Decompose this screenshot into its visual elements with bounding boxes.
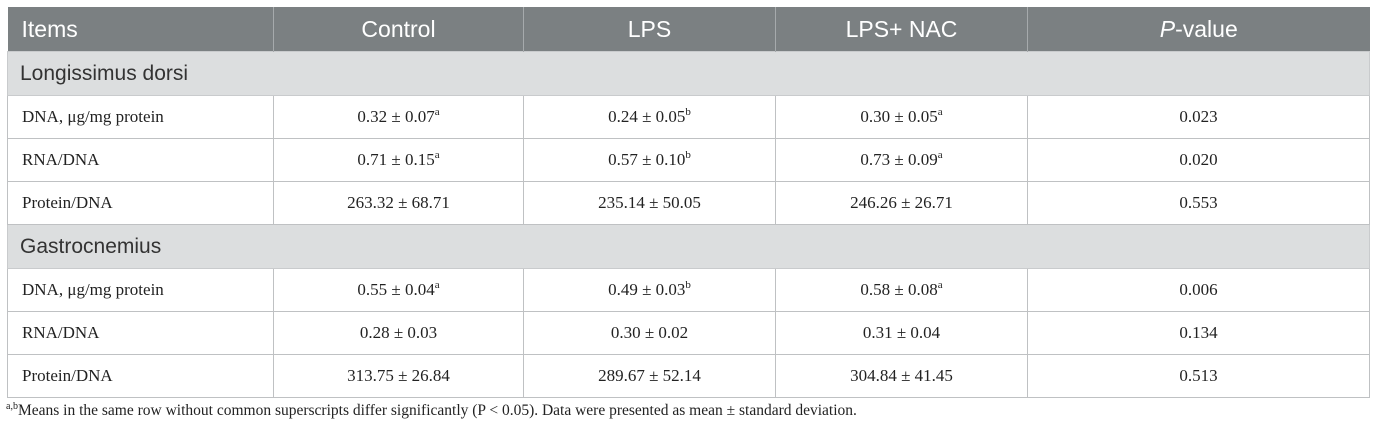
lps-cell: 0.57 ± 0.10b [523,138,776,182]
p-value-cell: 0.023 [1027,95,1370,139]
header-control: Control [273,7,524,52]
header-p-suffix: value [1182,15,1238,42]
control-cell: 313.75 ± 26.84 [273,354,524,398]
lps-nac-cell: 0.58 ± 0.08a [775,268,1028,312]
row-item: RNA/DNA [7,138,274,182]
lps-nac-cell: 0.30 ± 0.05a [775,95,1028,139]
table-row: DNA, μg/mg protein 0.55 ± 0.04a 0.49 ± 0… [7,268,1370,312]
footnote-text: Means in the same row without common sup… [17,402,857,419]
results-table: Items Control LPS LPS+ NAC P-value Longi… [7,7,1370,398]
row-item: DNA, μg/mg protein [7,268,274,312]
header-p-dash: - [1175,15,1183,42]
control-cell: 263.32 ± 68.71 [273,181,524,225]
table-row: RNA/DNA 0.28 ± 0.03 0.30 ± 0.02 0.31 ± 0… [7,311,1370,355]
lps-cell: 289.67 ± 52.14 [523,354,776,398]
section-title: Gastrocnemius [7,224,1370,269]
header-lps-nac: LPS+ NAC [775,7,1028,52]
lps-cell: 235.14 ± 50.05 [523,181,776,225]
lps-cell: 0.30 ± 0.02 [523,311,776,355]
row-item: DNA, μg/mg protein [7,95,274,139]
table-header-row: Items Control LPS LPS+ NAC P-value [7,7,1370,52]
control-cell: 0.28 ± 0.03 [273,311,524,355]
lps-nac-cell: 304.84 ± 41.45 [775,354,1028,398]
table-row: DNA, μg/mg protein 0.32 ± 0.07a 0.24 ± 0… [7,95,1370,139]
table-footnote: a,bMeans in the same row without common … [6,402,857,420]
header-lps: LPS [523,7,776,52]
section-row: Gastrocnemius [7,224,1370,269]
header-p-italic: P [1159,15,1176,42]
row-item: RNA/DNA [7,311,274,355]
header-items: Items [7,7,274,52]
p-value-cell: 0.134 [1027,311,1370,355]
lps-nac-cell: 0.73 ± 0.09a [775,138,1028,182]
table-row: RNA/DNA 0.71 ± 0.15a 0.57 ± 0.10b 0.73 ±… [7,138,1370,182]
p-value-cell: 0.553 [1027,181,1370,225]
row-item: Protein/DNA [7,354,274,398]
control-cell: 0.55 ± 0.04a [273,268,524,312]
lps-nac-cell: 246.26 ± 26.71 [775,181,1028,225]
results-table-container: Items Control LPS LPS+ NAC P-value Longi… [7,7,1370,398]
p-value-cell: 0.006 [1027,268,1370,312]
p-value-cell: 0.020 [1027,138,1370,182]
section-row: Longissimus dorsi [7,51,1370,96]
lps-cell: 0.49 ± 0.03b [523,268,776,312]
lps-nac-cell: 0.31 ± 0.04 [775,311,1028,355]
control-cell: 0.71 ± 0.15a [273,138,524,182]
section-title: Longissimus dorsi [7,51,1370,96]
lps-cell: 0.24 ± 0.05b [523,95,776,139]
table-row: Protein/DNA 263.32 ± 68.71 235.14 ± 50.0… [7,181,1370,225]
row-item: Protein/DNA [7,181,274,225]
p-value-cell: 0.513 [1027,354,1370,398]
footnote-superscript: a,b [6,401,18,412]
header-p-value: P-value [1027,7,1370,52]
table-row: Protein/DNA 313.75 ± 26.84 289.67 ± 52.1… [7,354,1370,398]
control-cell: 0.32 ± 0.07a [273,95,524,139]
